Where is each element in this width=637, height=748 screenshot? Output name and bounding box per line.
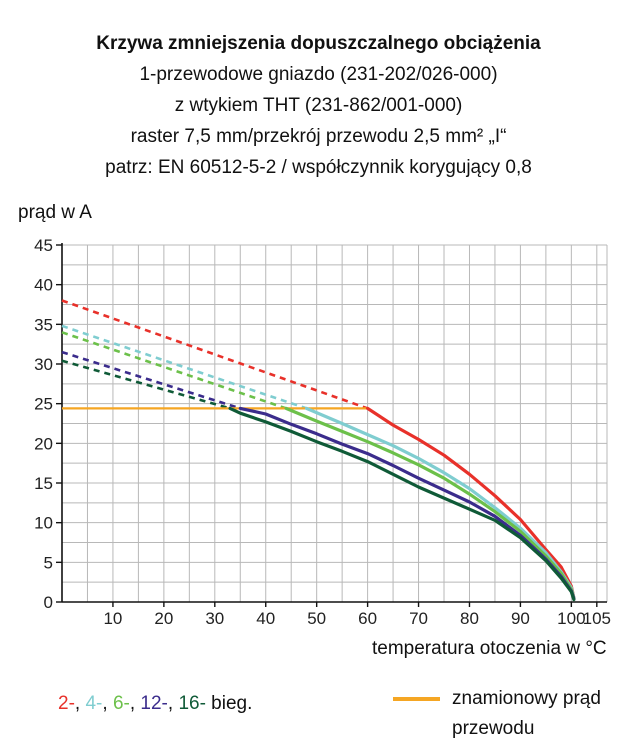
legend-separator: , [167,693,179,714]
series-16-line [228,406,576,602]
y-tick-label: 20 [34,434,53,453]
chart-subtitle-3: raster 7,5 mm/przekrój przewodu 2,5 mm² … [130,126,507,147]
y-tick-label: 0 [44,593,53,612]
x-tick-label: 50 [307,609,326,628]
y-tick-label: 35 [34,315,53,334]
chart-title: Krzywa zmniejszenia dopuszczalnego obcią… [96,33,541,54]
series-12-dashed-line [61,350,241,410]
y-axis-label: prąd w A [18,202,92,223]
x-tick-label: 100 [557,609,585,628]
rated-current-label-1: znamionowy prąd [452,688,601,709]
series-legend: 2-, 4-, 6-, 12-, 16- bieg. [58,693,252,715]
x-tick-label: 90 [511,609,530,628]
chart-title-block: Krzywa zmniejszenia dopuszczalnego obcią… [0,28,637,183]
series-2-line [366,406,576,600]
series-12-line [238,406,576,601]
legend-separator: , [102,693,113,714]
y-tick-label: 30 [34,355,53,374]
x-tick-label: 105 [583,609,611,628]
legend-entry-2: 2- [58,693,75,714]
rated-current-label-2: przewodu [452,718,535,739]
legend-separator: , [129,693,141,714]
y-tick-label: 45 [34,236,53,255]
legend-suffix: bieg. [205,693,253,714]
chart-subtitle-4: patrz: EN 60512-5-2 / współczynnik koryg… [105,157,532,178]
rated-current-legend: znamionowy prąd przewodu [452,684,601,744]
x-tick-label: 60 [358,609,377,628]
legend-separator: , [74,693,86,714]
y-tick-label: 10 [34,514,53,533]
y-tick-label: 15 [34,474,53,493]
y-tick-label: 40 [34,276,53,295]
chart-subtitle-2: z wtykiem THT (231-862/001-000) [174,95,463,116]
x-tick-label: 10 [103,609,122,628]
x-tick-label: 20 [154,609,173,628]
x-tick-label: 30 [205,609,224,628]
legend-entry-12: 12- [140,693,168,714]
x-axis-label: temperatura otoczenia w °C [372,638,607,659]
y-tick-label: 5 [44,553,53,572]
x-tick-label: 80 [460,609,479,628]
legend-entry-6: 6- [112,693,130,714]
legend-entry-4: 4- [85,693,103,714]
x-tick-label: 40 [256,609,275,628]
series-4-dashed-line [61,324,307,410]
y-tick-label: 25 [34,395,53,414]
x-tick-label: 70 [409,609,428,628]
series-16-dashed-line [61,359,231,410]
rated-current-legend-swatch [393,697,440,701]
chart-subtitle-1: 1-przewodowe gniazdo (231-202/026-000) [139,64,498,85]
legend-entry-16: 16- [178,693,206,714]
series-6-line [284,406,576,601]
